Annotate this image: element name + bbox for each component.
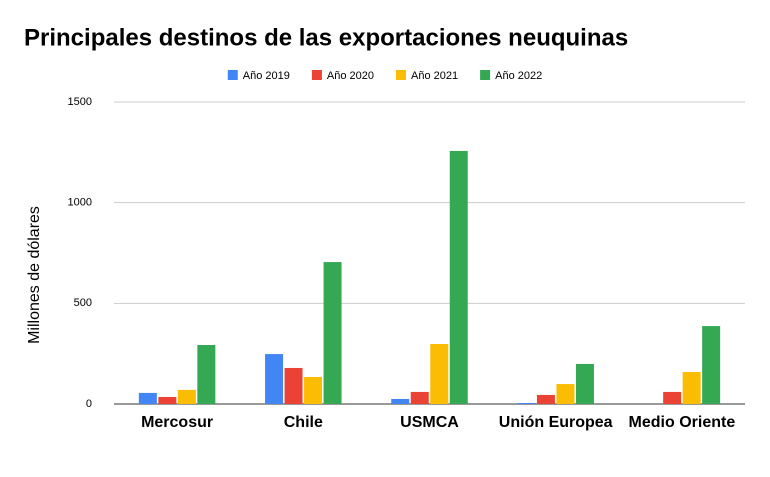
legend-label: Año 2021	[411, 70, 458, 82]
legend-label: Año 2019	[243, 70, 290, 82]
bar	[138, 392, 157, 404]
y-tick-label: 0	[86, 398, 92, 410]
bar	[663, 391, 682, 404]
legend-swatch	[227, 70, 238, 80]
bar	[304, 377, 323, 404]
bar	[556, 384, 575, 404]
bar	[323, 262, 342, 404]
bar	[284, 367, 303, 404]
chart-title: Principales destinos de las exportacione…	[24, 24, 628, 51]
x-tick-label: Medio Oriente	[629, 414, 736, 431]
legend: Año 2019 Año 2020 Año 2021 Año 2022	[227, 70, 542, 82]
y-tick-label: 500	[74, 297, 92, 309]
x-tick-label: Mercosur	[141, 414, 213, 431]
bar	[430, 344, 449, 404]
legend-label: Año 2020	[327, 70, 374, 82]
bar	[517, 402, 536, 404]
y-tick-label: 1500	[68, 96, 92, 108]
bar	[197, 345, 216, 404]
y-tick-label: 1000	[68, 197, 92, 209]
bar	[158, 396, 177, 404]
bar	[682, 371, 701, 404]
x-tick-label: USMCA	[400, 414, 459, 431]
legend-swatch	[311, 70, 322, 80]
bar	[265, 354, 284, 404]
x-tick-label: Unión Europea	[499, 414, 613, 431]
legend-swatch	[480, 70, 491, 80]
x-tick-label: Chile	[284, 414, 323, 431]
bar	[177, 389, 196, 404]
bar	[702, 326, 721, 404]
bar	[410, 391, 429, 404]
bar	[449, 150, 468, 404]
bar	[391, 398, 410, 404]
legend-swatch	[396, 70, 406, 80]
bar	[536, 394, 555, 404]
y-axis-label: Millones de dólares	[26, 206, 43, 344]
bar	[575, 363, 594, 404]
legend-label: Año 2022	[495, 70, 542, 82]
